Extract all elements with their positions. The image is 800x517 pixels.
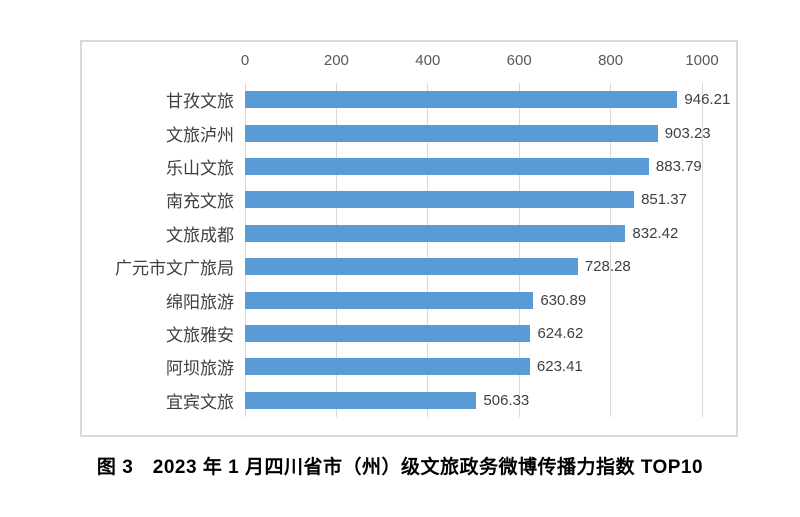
- value-label: 624.62: [537, 325, 584, 343]
- bar: [245, 391, 477, 409]
- axis-tick-label: 400: [415, 52, 441, 69]
- axis-tick-label: 600: [506, 52, 532, 69]
- value-label: 728.28: [584, 258, 631, 276]
- gridline: [701, 83, 703, 417]
- chart-area: 0 200 400 600 800 1000 甘孜文旅 946.21 文旅泸州 903.23 乐山…: [80, 40, 738, 437]
- chart-row: 甘孜文旅 946.21: [82, 83, 730, 116]
- bar: [245, 158, 649, 176]
- bar-track: 851.37: [245, 183, 702, 216]
- bar: [245, 325, 531, 343]
- chart-row: 文旅雅安 624.62: [82, 317, 702, 350]
- axis-tick-label: 0: [240, 52, 250, 69]
- axis-tick-label: 800: [598, 52, 624, 69]
- bar-track: 903.23: [245, 116, 711, 149]
- chart-row: 乐山文旅 883.79: [82, 150, 702, 183]
- value-label: 630.89: [540, 291, 587, 309]
- value-label: 883.79: [655, 158, 702, 176]
- category-label: 宜宾文旅: [166, 392, 234, 413]
- category-label: 广元市文广旅局: [115, 259, 234, 280]
- axis-tick-label: 200: [323, 52, 349, 69]
- bar: [245, 258, 578, 276]
- category-label: 绵阳旅游: [166, 292, 234, 313]
- bar-track: 506.33: [245, 384, 702, 417]
- category-label: 文旅雅安: [166, 326, 234, 347]
- category-label: 南充文旅: [166, 192, 234, 213]
- bar: [245, 191, 635, 209]
- value-label: 903.23: [664, 124, 711, 142]
- chart-row: 文旅成都 832.42: [82, 217, 702, 250]
- gridlines: [244, 83, 703, 417]
- value-label: 832.42: [632, 224, 679, 242]
- chart-row: 南充文旅 851.37: [82, 183, 702, 216]
- gridline: [244, 83, 246, 417]
- chart-row: 广元市文广旅局 728.28: [82, 250, 702, 283]
- bar-track: 728.28: [245, 250, 702, 283]
- bar: [245, 291, 534, 309]
- gridline: [335, 83, 337, 417]
- bar: [245, 91, 678, 109]
- chart-caption: 图 3 2023 年 1 月四川省市（州）级文旅政务微博传播力指数 TOP10: [96, 457, 704, 478]
- chart-row: 文旅泸州 903.23: [82, 116, 711, 149]
- bar: [245, 358, 530, 376]
- category-label: 文旅成都: [166, 225, 234, 246]
- bar-track: 832.42: [245, 217, 702, 250]
- gridline: [427, 83, 429, 417]
- chart-row: 宜宾文旅 506.33: [82, 384, 702, 417]
- category-label: 阿坝旅游: [166, 359, 234, 380]
- value-label: 851.37: [641, 191, 687, 209]
- chart-row: 绵阳旅游 630.89: [82, 283, 702, 316]
- bar-track: 623.41: [245, 350, 702, 383]
- gridline: [610, 83, 612, 417]
- value-label: 946.21: [684, 91, 731, 109]
- axis-tick-label: 1000: [685, 52, 719, 69]
- bar-track: 883.79: [245, 150, 702, 183]
- value-label: 623.41: [536, 358, 583, 376]
- bar-rows: 甘孜文旅 946.21 文旅泸州 903.23 乐山文旅 883.79 南充文旅 851.37…: [82, 83, 730, 417]
- category-label: 文旅泸州: [166, 125, 234, 146]
- bar: [245, 124, 658, 142]
- gridline: [518, 83, 520, 417]
- bar-track: 946.21: [245, 83, 730, 116]
- category-label: 乐山文旅: [166, 159, 234, 180]
- x-axis: 0 200 400 600 800 1000: [241, 52, 719, 74]
- value-label: 506.33: [483, 391, 530, 409]
- bar-track: 624.62: [245, 317, 702, 350]
- category-label: 甘孜文旅: [166, 92, 234, 113]
- chart-row: 阿坝旅游 623.41: [82, 350, 702, 383]
- bar-track: 630.89: [245, 283, 702, 316]
- bar: [245, 224, 626, 242]
